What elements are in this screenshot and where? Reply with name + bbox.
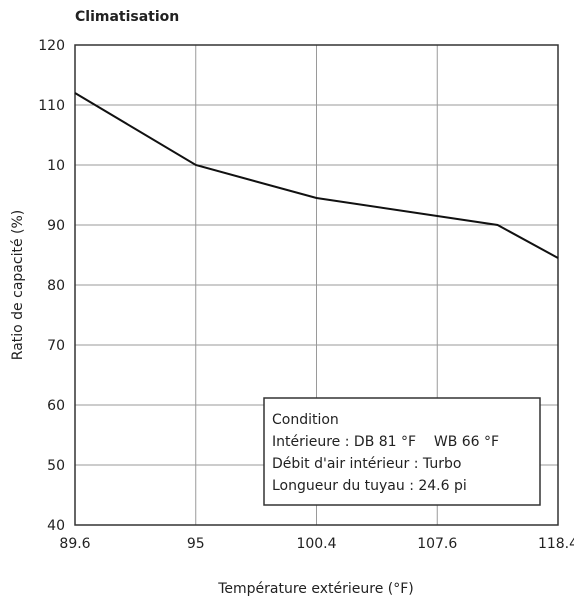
y-axis-label: Ratio de capacité (%) [10, 210, 26, 360]
x-tick-label: 95 [187, 536, 205, 552]
y-tick-label: 70 [47, 338, 65, 354]
condition-box-frame [263, 397, 541, 506]
y-tick-label: 90 [47, 218, 65, 234]
y-tick-label: 120 [38, 38, 65, 54]
y-tick-labels: 40 50 60 70 80 90 10 110 120 [38, 38, 65, 534]
x-tick-label: 100.4 [296, 536, 336, 552]
x-tick-label: 118.4 [538, 536, 574, 552]
condition-line-4: Longueur du tuyau : 24.6 pi [272, 478, 467, 494]
y-tick-label: 110 [38, 98, 65, 114]
x-axis-label: Température extérieure (°F) [217, 581, 414, 597]
condition-line-2: Intérieure : DB 81 °F WB 66 °F [272, 434, 499, 450]
y-tick-label: 10 [47, 158, 65, 174]
condition-line-3: Débit d'air intérieur : Turbo [272, 456, 461, 472]
y-tick-label: 60 [47, 398, 65, 414]
series-layer [74, 92, 559, 259]
x-tick-label: 107.6 [417, 536, 457, 552]
x-tick-labels: 89.6 95 100.4 107.6 118.4 [59, 536, 574, 552]
y-tick-label: 50 [47, 458, 65, 474]
series-line [74, 92, 559, 259]
chart-title: Climatisation [75, 9, 179, 25]
y-tick-label: 80 [47, 278, 65, 294]
x-tick-label: 89.6 [59, 536, 90, 552]
condition-annotation: Condition Intérieure : DB 81 °F WB 66 °F… [263, 397, 541, 506]
condition-line-1: Condition [272, 412, 339, 428]
plot-frame [74, 44, 559, 526]
y-tick-label: 40 [47, 518, 65, 534]
